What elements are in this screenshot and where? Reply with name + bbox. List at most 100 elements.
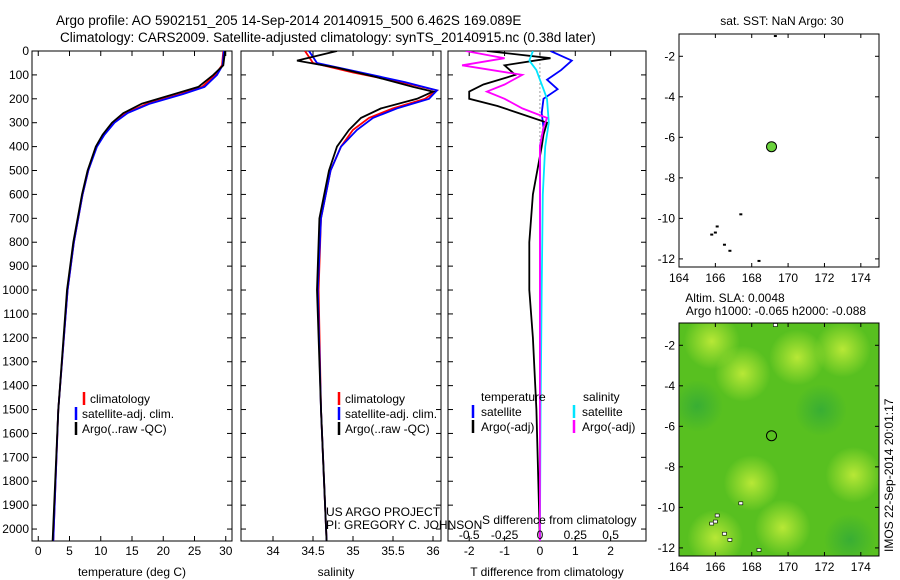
legend-label-s-argo: Argo(-adj) [582, 420, 635, 434]
island-mark [739, 213, 743, 216]
salinity-depth-ticks [241, 50, 441, 530]
x-tick-label: 30 [219, 544, 233, 558]
depth-tick-label: 100 [9, 68, 29, 82]
lon-tick-label: 170 [778, 271, 798, 285]
island-mark [773, 35, 777, 38]
lat-tick-label: -6 [664, 419, 675, 433]
island-mark [728, 249, 732, 252]
x-tick-label: 0 [537, 544, 544, 558]
depth-tick-label: 1900 [2, 498, 29, 512]
salinity-xlabel: salinity [318, 565, 355, 579]
lat-tick-label: -12 [658, 252, 676, 266]
salinity-plot-frame [240, 50, 442, 542]
depth-tick-label: 700 [9, 211, 29, 225]
depth-tick-label: 600 [9, 187, 29, 201]
lat-tick-label: -12 [658, 541, 676, 555]
sla-bright-spot [825, 446, 879, 503]
difference-x-axis: -2 -1 0 1 2 [464, 51, 614, 558]
series-line-argo-raw-qc- [51, 51, 226, 541]
legend-label-argo: Argo(..raw -QC) [345, 422, 430, 436]
x-tick-label: 34.5 [301, 544, 325, 558]
island-mark [715, 225, 719, 228]
series-line-salinity-satellite [528, 51, 550, 541]
title-line-1: Argo profile: AO 5902151_205 14-Sep-2014… [56, 13, 522, 28]
s-tick-label: -0.5 [459, 528, 480, 542]
temperature-plot-frame [31, 50, 233, 542]
lon-tick-label: 164 [669, 560, 689, 574]
lon-tick-label: 166 [705, 271, 725, 285]
depth-tick-label: 200 [9, 92, 29, 106]
lat-tick-label: -6 [664, 130, 675, 144]
t-difference-xlabel: T difference from climatology [470, 565, 624, 579]
depth-tick-label: 1200 [2, 331, 29, 345]
salinity-legend: climatology satellite-adj. clim. Argo(..… [337, 392, 437, 436]
island-mark [727, 537, 733, 542]
island-mark [757, 259, 761, 262]
depth-tick-label: 1500 [2, 403, 29, 417]
lat-tick-label: -8 [664, 171, 675, 185]
lon-tick-label: 172 [814, 271, 834, 285]
depth-tick-label: 900 [9, 259, 29, 273]
x-tick-label: 20 [157, 544, 171, 558]
argo-float-marker [766, 141, 778, 153]
depth-tick-label: 1100 [3, 307, 29, 321]
sla-bright-spot [814, 323, 871, 378]
lon-tick-label: 172 [814, 560, 834, 574]
series-line-climatology [52, 51, 225, 541]
series-line-salinity-argo [461, 51, 549, 541]
island-mark [773, 323, 778, 327]
s-tick-label: 0.5 [602, 528, 619, 542]
legend-label-climatology: climatology [345, 392, 405, 406]
island-mark [722, 531, 727, 536]
legend-label-satellite: satellite-adj. clim. [345, 407, 437, 421]
lat-tick-label: -2 [664, 338, 675, 352]
x-tick-label: 25 [188, 544, 202, 558]
series-line-temperature-argo [468, 51, 551, 541]
sla-dark-spot [823, 513, 876, 556]
legend-title-temperature: temperature [481, 390, 546, 404]
x-tick-label: 15 [125, 544, 139, 558]
legend-label-t-satellite: satellite [481, 405, 522, 419]
lon-tick-label: 174 [851, 560, 871, 574]
sst-map-marks [710, 35, 778, 262]
island-mark [756, 548, 762, 552]
difference-depth-ticks [448, 50, 646, 530]
depth-tick-label: 1300 [2, 355, 29, 369]
s-tick-label: -0.25 [491, 528, 519, 542]
series-line-climatology [304, 51, 440, 541]
pi-credit: PI: GREGORY C. JOHNSON [326, 518, 482, 532]
x-tick-label: -1 [499, 544, 510, 558]
lat-tick-label: -2 [664, 49, 675, 63]
s-tick-label: 0.25 [564, 528, 588, 542]
imos-timestamp: IMOS 22-Sep-2014 20:01:17 [882, 398, 896, 552]
series-line-satellite-adj-clim- [52, 51, 225, 541]
argo-float-marker [766, 430, 778, 442]
depth-tick-label: 0 [22, 44, 29, 58]
x-tick-label: 34 [266, 544, 280, 558]
lon-tick-label: 166 [705, 560, 725, 574]
project-credit: US ARGO PROJECT [326, 505, 441, 519]
lat-tick-label: -4 [664, 90, 675, 104]
lon-tick-label: 170 [778, 560, 798, 574]
sla-bright-spot [723, 455, 780, 512]
depth-tick-label: 400 [9, 140, 29, 154]
depth-tick-label: 800 [9, 235, 29, 249]
title-line-2: Climatology: CARS2009. Satellite-adjuste… [60, 30, 596, 45]
lon-tick-label: 168 [742, 560, 762, 574]
x-tick-label: -2 [464, 544, 475, 558]
s-difference-ticks: -0.5 -0.25 0 0.25 0.5 [459, 528, 619, 542]
sst-map-title: sat. SST: NaN Argo: 30 [720, 14, 844, 28]
lat-tick-label: -10 [658, 500, 676, 514]
lat-tick-label: -8 [664, 460, 675, 474]
difference-lines [461, 51, 574, 541]
depth-tick-label: 300 [9, 116, 29, 130]
salinity-lines [296, 51, 440, 541]
temperature-depth-axis: 0 100 200 300 400 500 600 700 800 900 1000 1100 1200… [2, 44, 232, 536]
island-mark [710, 233, 714, 236]
x-tick-label: 2 [607, 544, 614, 558]
sla-dark-spot [679, 380, 724, 433]
depth-tick-label: 1000 [2, 283, 29, 297]
temperature-lines [51, 51, 226, 541]
temperature-legend: climatology satellite-adj. clim. Argo(..… [74, 392, 174, 436]
